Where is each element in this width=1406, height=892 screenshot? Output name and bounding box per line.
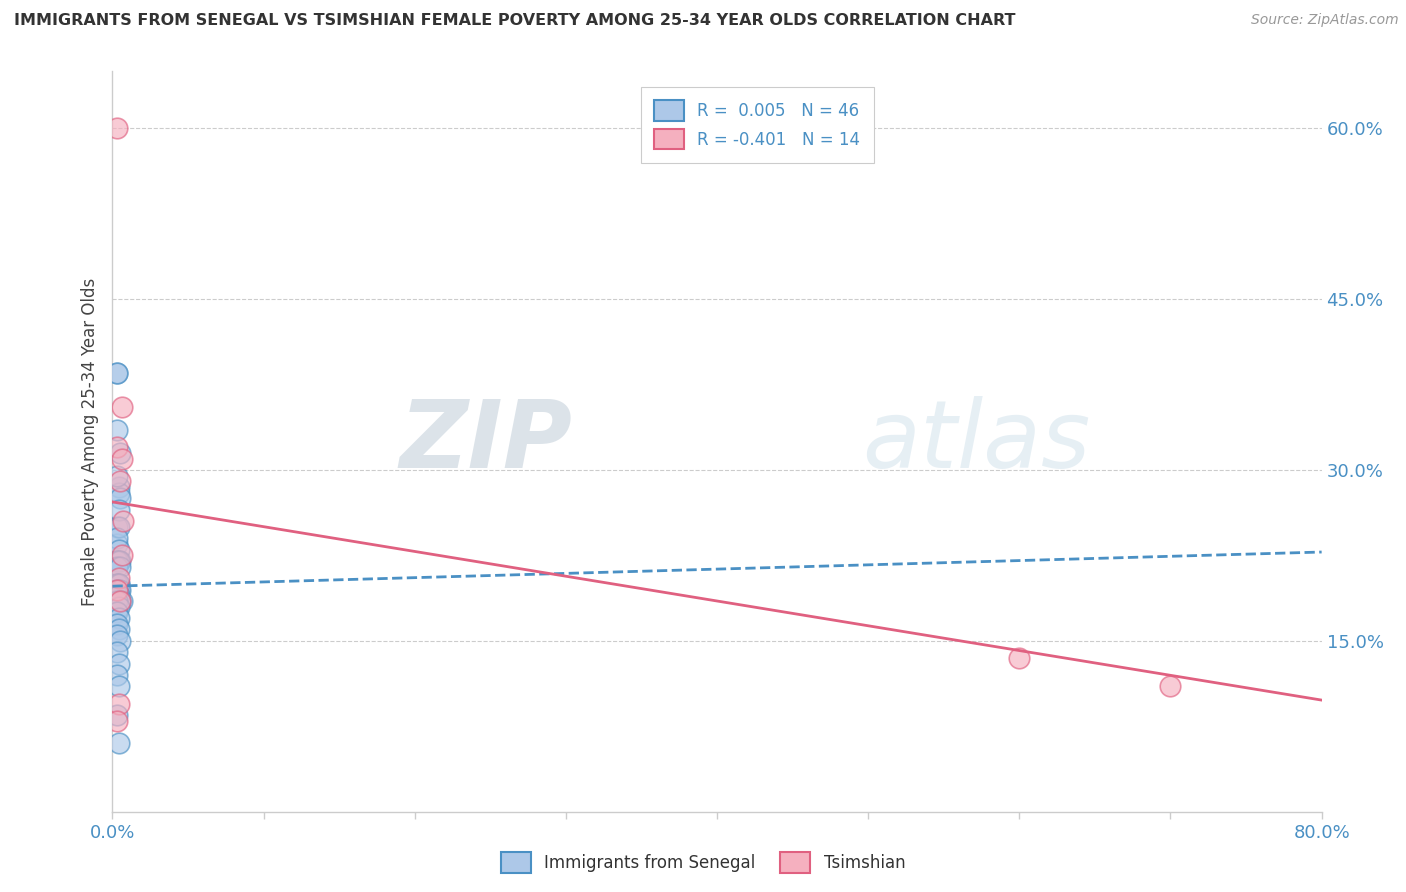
Point <box>110 451 132 466</box>
Point <box>108 475 131 489</box>
Point <box>110 549 132 563</box>
Point <box>105 468 128 483</box>
Point <box>105 628 128 642</box>
Point <box>107 697 129 711</box>
Point <box>107 554 129 568</box>
Point <box>107 611 129 625</box>
Point <box>108 559 131 574</box>
Point <box>105 577 128 591</box>
Point <box>108 582 131 597</box>
Y-axis label: Female Poverty Among 25-34 Year Olds: Female Poverty Among 25-34 Year Olds <box>80 277 98 606</box>
Point <box>107 680 129 694</box>
Point <box>105 645 128 659</box>
Point <box>105 121 128 136</box>
Point <box>107 571 129 585</box>
Legend: Immigrants from Senegal, Tsimshian: Immigrants from Senegal, Tsimshian <box>494 846 912 880</box>
Point <box>108 554 131 568</box>
Point <box>107 485 129 500</box>
Point <box>105 577 128 591</box>
Point <box>110 401 132 415</box>
Point <box>107 577 129 591</box>
Point <box>108 594 131 608</box>
Point <box>107 582 129 597</box>
Point <box>107 503 129 517</box>
Point <box>105 714 128 728</box>
Text: IMMIGRANTS FROM SENEGAL VS TSIMSHIAN FEMALE POVERTY AMONG 25-34 YEAR OLDS CORREL: IMMIGRANTS FROM SENEGAL VS TSIMSHIAN FEM… <box>14 13 1015 29</box>
Point <box>105 554 128 568</box>
Point <box>107 480 129 494</box>
Point <box>105 594 128 608</box>
Text: ZIP: ZIP <box>399 395 572 488</box>
Point <box>105 532 128 546</box>
Point <box>107 657 129 671</box>
Point <box>105 582 128 597</box>
Point <box>108 491 131 506</box>
Point <box>107 520 129 534</box>
Point <box>105 554 128 568</box>
Point <box>105 668 128 682</box>
Point <box>108 594 131 608</box>
Point <box>110 594 132 608</box>
Point <box>105 606 128 620</box>
Point <box>105 423 128 437</box>
Point <box>105 588 128 602</box>
Point <box>108 633 131 648</box>
Point <box>107 623 129 637</box>
Point <box>108 446 131 460</box>
Point <box>105 537 128 551</box>
Point <box>112 514 135 528</box>
Point <box>105 582 128 597</box>
Point <box>105 520 128 534</box>
Point <box>107 588 129 602</box>
Point <box>105 559 128 574</box>
Point <box>105 366 128 380</box>
Text: atlas: atlas <box>862 396 1091 487</box>
Point <box>1008 651 1031 665</box>
Point <box>1159 680 1181 694</box>
Point <box>107 577 129 591</box>
Point <box>105 616 128 631</box>
Point <box>107 542 129 557</box>
Legend: R =  0.005   N = 46, R = -0.401   N = 14: R = 0.005 N = 46, R = -0.401 N = 14 <box>641 87 873 162</box>
Point <box>105 366 128 380</box>
Text: Source: ZipAtlas.com: Source: ZipAtlas.com <box>1251 13 1399 28</box>
Point <box>105 440 128 454</box>
Point <box>105 707 128 722</box>
Point <box>107 599 129 614</box>
Point <box>105 582 128 597</box>
Point <box>107 736 129 750</box>
